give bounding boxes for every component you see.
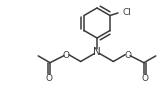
Text: O: O <box>46 74 52 82</box>
Text: O: O <box>62 51 69 60</box>
Text: Cl: Cl <box>123 8 132 17</box>
Text: O: O <box>125 51 132 60</box>
Text: O: O <box>141 74 149 82</box>
Text: N: N <box>93 47 101 56</box>
